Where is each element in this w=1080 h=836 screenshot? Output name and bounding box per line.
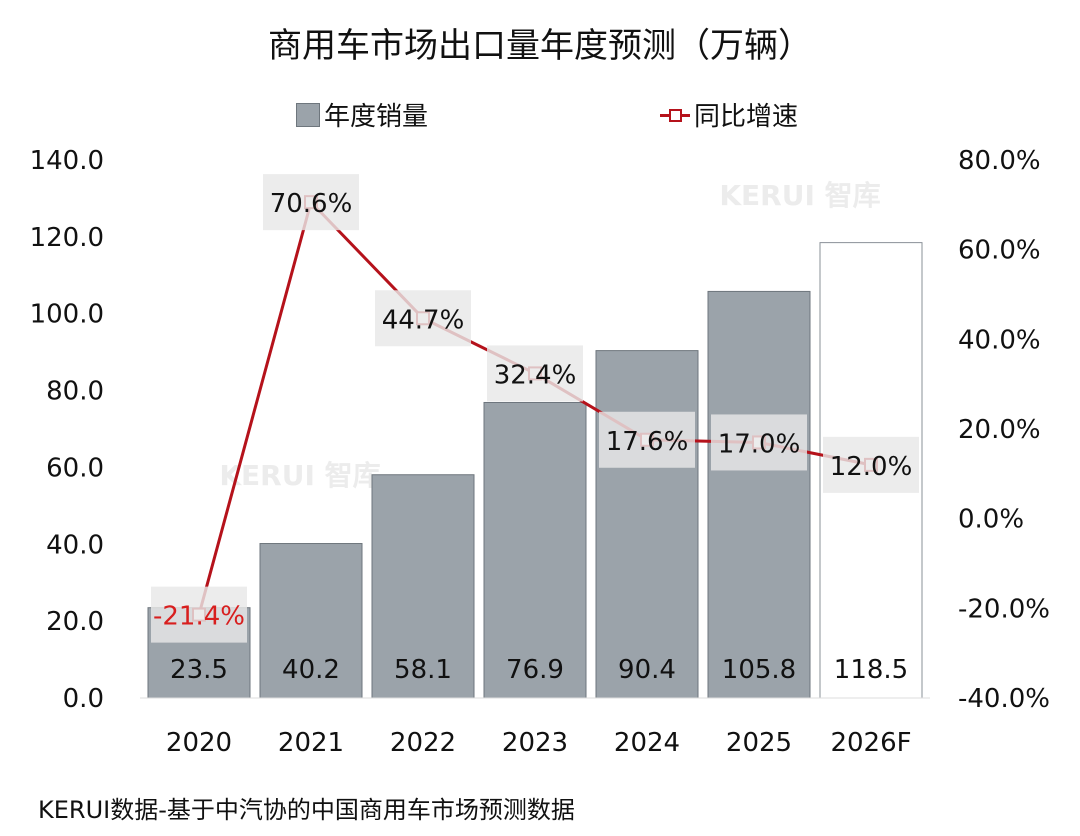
legend-line-label: 同比增速 xyxy=(694,102,799,132)
legend-bar-swatch xyxy=(296,102,320,127)
growth-label-bg xyxy=(151,586,247,643)
growth-value-label: 70.6% xyxy=(270,189,353,219)
bar-value-label: 40.2 xyxy=(282,655,340,685)
right-axis-tick: 0.0% xyxy=(958,505,1024,535)
left-axis-tick: 60.0 xyxy=(46,453,104,483)
growth-label-bg xyxy=(487,345,583,402)
right-axis-tick: -40.0% xyxy=(958,684,1050,714)
growth-label-bg xyxy=(711,414,807,471)
x-axis-tick: 2020 xyxy=(166,728,232,758)
left-axis-tick: 140.0 xyxy=(30,146,104,176)
x-axis-tick: 2022 xyxy=(390,728,456,758)
growth-value-label: 44.7% xyxy=(382,305,465,335)
left-axis-tick: 100.0 xyxy=(30,300,104,330)
watermark: KERUI 智库 xyxy=(219,459,380,492)
right-axis-tick: -20.0% xyxy=(958,594,1050,624)
x-axis-tick: 2023 xyxy=(502,728,568,758)
x-axis-tick: 2024 xyxy=(614,728,680,758)
left-axis-tick: 20.0 xyxy=(46,607,104,637)
x-axis-tick: 2026F xyxy=(830,728,911,758)
bar-value-label: 118.5 xyxy=(834,655,908,685)
bar-2023 xyxy=(483,401,587,699)
growth-label-bg xyxy=(263,174,359,231)
bar-value-label: 105.8 xyxy=(722,655,796,685)
bar-2025 xyxy=(707,290,811,699)
growth-value-label: 17.0% xyxy=(718,429,801,459)
left-axis-tick: 40.0 xyxy=(46,530,104,560)
legend-item-bar: 年度销量 xyxy=(296,96,428,133)
bar-value-label: 76.9 xyxy=(506,655,564,685)
bar-value-label: 23.5 xyxy=(170,655,228,685)
legend-item-line: 同比增速 xyxy=(660,96,798,133)
left-axis-tick: 0.0 xyxy=(63,684,104,714)
legend-bar-label: 年度销量 xyxy=(324,102,429,132)
right-axis-tick: 80.0% xyxy=(958,146,1041,176)
x-axis-tick: 2025 xyxy=(726,728,792,758)
watermark: KERUI 智库 xyxy=(719,179,880,212)
growth-value-label: 17.6% xyxy=(606,427,689,457)
left-axis-tick: 80.0 xyxy=(46,377,104,407)
bar-2024 xyxy=(595,350,699,699)
growth-label-bg xyxy=(375,290,471,347)
growth-label-bg xyxy=(599,411,695,468)
bar-value-label: 58.1 xyxy=(394,655,452,685)
growth-value-label: 12.0% xyxy=(830,452,913,482)
legend-line-swatch xyxy=(660,104,690,126)
growth-value-label: 32.4% xyxy=(494,360,577,390)
footer-source: KERUI数据-基于中汽协的中国商用车市场预测数据 xyxy=(38,796,575,824)
right-axis-tick: 20.0% xyxy=(958,415,1041,445)
chart-title: 商用车市场出口量年度预测（万辆） xyxy=(268,26,812,66)
bar-2021 xyxy=(259,543,363,699)
left-axis-tick: 120.0 xyxy=(30,223,104,253)
growth-value-label: -21.4% xyxy=(153,602,245,632)
bar-value-label: 90.4 xyxy=(618,655,676,685)
right-axis-tick: 60.0% xyxy=(958,236,1041,266)
growth-label-bg xyxy=(823,436,919,493)
x-axis-tick: 2021 xyxy=(278,728,344,758)
bar-2022 xyxy=(371,474,475,699)
right-axis-tick: 40.0% xyxy=(958,325,1041,355)
